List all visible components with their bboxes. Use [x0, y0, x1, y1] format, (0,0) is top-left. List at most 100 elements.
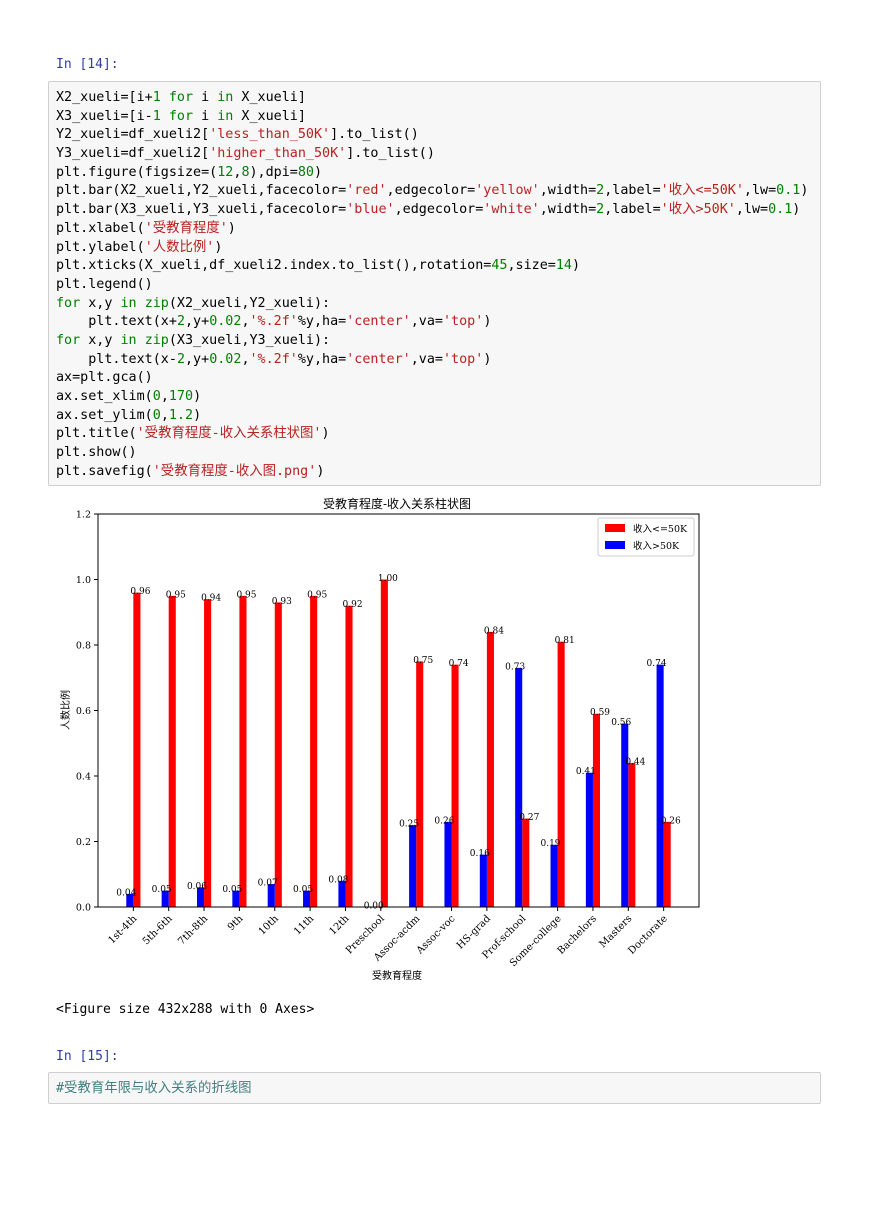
code-token: ,	[160, 407, 169, 423]
code-token: %y,ha=	[297, 351, 347, 367]
code-token: )	[316, 463, 325, 479]
code-token: ,lw=	[735, 202, 769, 218]
bar-high-income	[621, 723, 629, 907]
bar-low-income	[486, 631, 494, 907]
code-line: Y2_xueli=df_xueli2['less_than_50K'].to_l…	[56, 126, 820, 145]
bar-low-income	[133, 592, 141, 907]
bar-value-label: 0.93	[272, 597, 292, 607]
code-line: ax.set_xlim(0,170)	[56, 388, 820, 407]
code-token: 0	[152, 407, 161, 423]
bar-value-label: 0.06	[187, 882, 207, 892]
code-token: ),dpi=	[249, 164, 298, 180]
code-token: for	[168, 108, 194, 124]
code-token: ,va=	[410, 351, 443, 367]
figure-output-text: <Figure size 432x288 with 0 Axes>	[56, 1002, 315, 1017]
code-token: 'white'	[483, 202, 540, 218]
code-token: )	[227, 220, 236, 236]
bar-low-income	[168, 595, 176, 907]
code-line: plt.text(x-2,y+0.02,'%.2f'%y,ha='center'…	[56, 351, 820, 370]
bar-high-income	[550, 844, 558, 907]
bar-low-income	[451, 664, 459, 907]
code-line: plt.bar(X3_xueli,Y3_xueli,facecolor='blu…	[56, 201, 820, 220]
code-line: X3_xueli=[i-1 for i in X_xueli]	[56, 108, 820, 127]
code-token: for	[168, 90, 194, 105]
code-token: 2	[596, 183, 605, 199]
code-token: 0.02	[209, 314, 242, 330]
code-token: 1.2	[168, 407, 194, 423]
code-token: 8	[241, 164, 250, 180]
code-token: '受教育程度'	[144, 220, 228, 236]
code-token: X3_xueli=[i-	[56, 108, 153, 124]
code-token: (X2_xueli,Y2_xueli):	[168, 295, 331, 311]
code-token	[137, 296, 145, 311]
code-token: 0	[152, 389, 161, 404]
bar-low-income	[416, 661, 424, 907]
legend-swatch-blue	[605, 541, 625, 549]
y-axis-label: 人数比例	[59, 690, 72, 730]
code-token: 1	[152, 108, 161, 124]
code-line: for x,y in zip(X2_xueli,Y2_xueli):	[56, 295, 820, 314]
code-token: )	[314, 164, 323, 180]
bar-high-income	[444, 821, 452, 907]
code-token: ,va=	[410, 314, 443, 330]
code-token: 14	[555, 258, 572, 274]
code-cell-14[interactable]: X2_xueli=[i+1 for i in X_xueli] X3_xueli=…	[48, 81, 821, 486]
code-token: ,size=	[507, 258, 556, 274]
code-editor[interactable]: #受教育年限与收入关系的折线图	[49, 1073, 820, 1099]
bar-value-label: 0.16	[470, 849, 490, 859]
code-line: plt.savefig('受教育程度-收入图.png')	[56, 463, 820, 482]
code-token	[161, 90, 169, 105]
y-tick-label: 0.2	[76, 837, 91, 848]
code-token: X_xueli]	[233, 90, 306, 105]
bar-value-label: 0.08	[328, 875, 348, 885]
code-token: in	[120, 295, 137, 311]
code-token: 2	[176, 314, 185, 330]
code-line: for x,y in zip(X3_xueli,Y3_xueli):	[56, 332, 820, 351]
code-line: plt.xlabel('受教育程度')	[56, 220, 820, 239]
bar-chart: 受教育程度-收入关系柱状图 人数比例 受教育程度 0.0 0.2 0.4 0.6 0.8…	[59, 496, 700, 982]
code-token: ,	[241, 351, 250, 367]
bar-value-label: 0.05	[222, 885, 242, 895]
bar-value-label: 0.95	[236, 590, 256, 600]
code-token: i	[193, 90, 218, 105]
code-token: (X3_xueli,Y3_xueli):	[168, 332, 331, 348]
code-token: X_xueli]	[233, 108, 306, 124]
code-token: ].to_list()	[330, 127, 419, 143]
x-tick-label: 5th-6th	[141, 913, 175, 947]
bar-value-label: 0.27	[519, 813, 539, 823]
code-token: X2_xueli=[i+	[56, 90, 153, 105]
bar-high-income	[161, 890, 169, 907]
code-token: ax.set_xlim(	[56, 389, 153, 404]
code-token: ].to_list()	[346, 146, 435, 162]
bar-low-income	[557, 641, 565, 907]
code-token: 'less_than_50K'	[209, 127, 331, 143]
code-token: ax=plt.gca()	[56, 370, 153, 386]
code-token: ,label=	[604, 202, 661, 218]
code-token: plt.title(	[56, 426, 137, 442]
code-token: '收入>50K'	[660, 202, 736, 218]
code-token: 0.02	[209, 351, 242, 367]
code-cell-15[interactable]: #受教育年限与收入关系的折线图	[48, 1072, 821, 1104]
code-line: plt.title('受教育程度-收入关系柱状图')	[56, 425, 820, 444]
bar-value-label: 0.74	[647, 659, 667, 669]
code-token: in	[120, 332, 137, 348]
bar-low-income	[628, 762, 636, 907]
code-token: Y3_xueli=df_xueli2[	[56, 146, 210, 162]
bar-value-label: 0.74	[449, 659, 469, 669]
code-token: 'center'	[346, 314, 411, 330]
bar-value-label: 0.56	[611, 718, 631, 728]
code-editor[interactable]: X2_xueli=[i+1 for i in X_xueli] X3_xueli=…	[49, 82, 820, 481]
chart-legend: 收入<=50K 收入>50K	[597, 517, 695, 557]
bar-value-label: 0.59	[590, 708, 610, 718]
cell-14-prompt: In [14]:	[56, 57, 119, 72]
code-token: #受教育年限与收入关系的折线图	[56, 1081, 252, 1096]
bar-high-income	[585, 772, 593, 907]
bar-high-income	[479, 854, 487, 907]
bar-value-label: 0.94	[201, 594, 221, 604]
code-token: in	[217, 90, 234, 105]
code-line: ax=plt.gca()	[56, 369, 820, 388]
code-token: )	[321, 426, 330, 442]
code-line: plt.show()	[56, 444, 820, 463]
bar-low-income	[274, 602, 282, 907]
code-token: )	[800, 183, 809, 199]
